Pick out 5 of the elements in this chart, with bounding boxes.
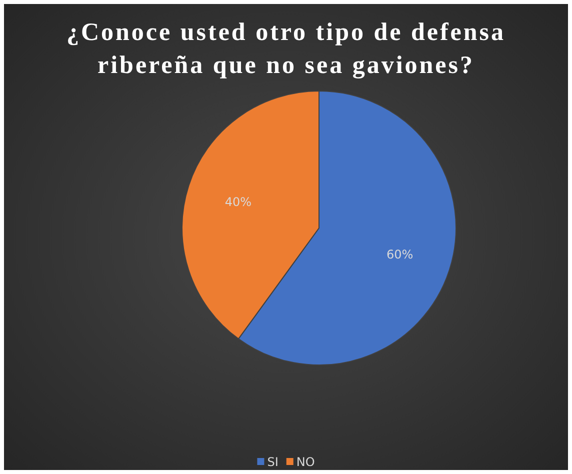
slice-label: SI — [267, 455, 278, 470]
data-label: 40% — [224, 194, 252, 209]
data-label: 60% — [386, 247, 414, 262]
legend-label: NO — [296, 455, 315, 470]
chart-title: ¿Conoce usted otro tipo de defensa ribereña que no sea gaviones? — [66, 19, 506, 79]
